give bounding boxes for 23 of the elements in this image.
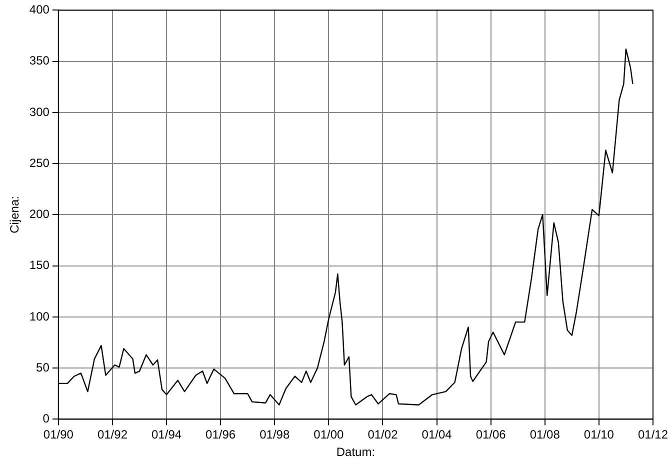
- y-tick-label: 400: [29, 2, 50, 17]
- x-tick-label: 01/04: [422, 428, 452, 442]
- y-tick-label: 50: [36, 360, 50, 374]
- x-axis-title: Datum:: [336, 445, 376, 460]
- x-tick-label: 01/12: [638, 428, 668, 442]
- x-tick-label: 01/00: [314, 428, 344, 442]
- y-tick-label: 0: [42, 412, 50, 426]
- x-tick-label: 01/10: [584, 428, 614, 442]
- x-tick-label: 01/98: [260, 428, 290, 442]
- x-tick-label: 01/94: [152, 428, 182, 442]
- y-tick-label: 250: [29, 156, 50, 170]
- x-tick-label: 01/90: [43, 428, 74, 442]
- y-tick-label: 200: [29, 207, 50, 222]
- y-tick-label: 300: [29, 104, 50, 119]
- y-tick-label: 100: [29, 309, 50, 324]
- y-tick-label: 150: [29, 258, 50, 272]
- x-tick-label: 01/08: [530, 428, 560, 442]
- y-axis-title: Cijena:: [8, 196, 22, 234]
- y-tick-label: 350: [29, 54, 50, 68]
- x-tick-label: 01/06: [476, 428, 506, 442]
- x-tick-label: 01/96: [206, 428, 236, 442]
- x-tick-label: 01/02: [368, 428, 398, 442]
- x-tick-label: 01/92: [97, 428, 128, 442]
